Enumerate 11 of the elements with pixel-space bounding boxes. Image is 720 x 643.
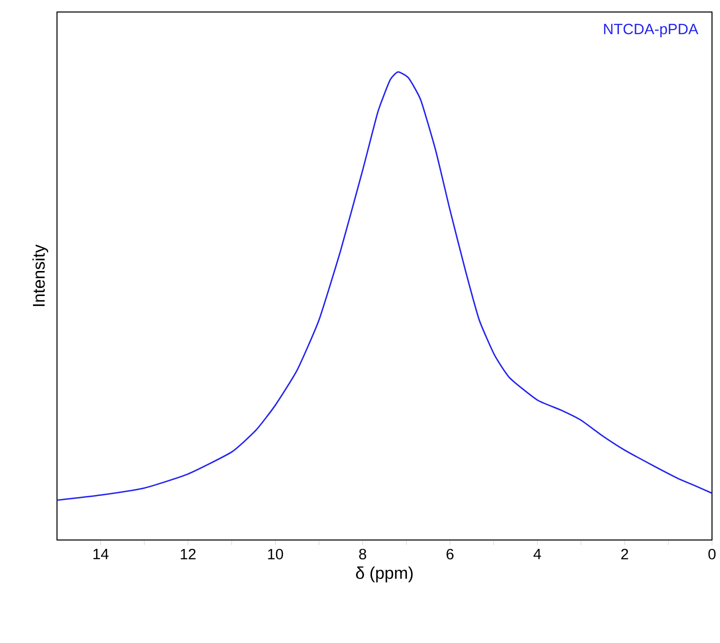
x-axis-title: δ (ppm) <box>356 566 413 582</box>
x-tick-label: 2 <box>621 548 628 560</box>
text: NTCDA-pPDA <box>604 24 698 38</box>
x-tick-label: 14 <box>93 548 109 560</box>
y-axis-title: Intensity <box>32 244 48 306</box>
x-tick-label: 6 <box>446 548 454 560</box>
x-tick-label: 10 <box>268 548 284 560</box>
x-tick-label: 12 <box>180 548 196 560</box>
x-tick-label: 0 <box>708 548 716 560</box>
x-tick-label: 4 <box>534 548 542 560</box>
x-tick-label: 8 <box>359 548 366 560</box>
